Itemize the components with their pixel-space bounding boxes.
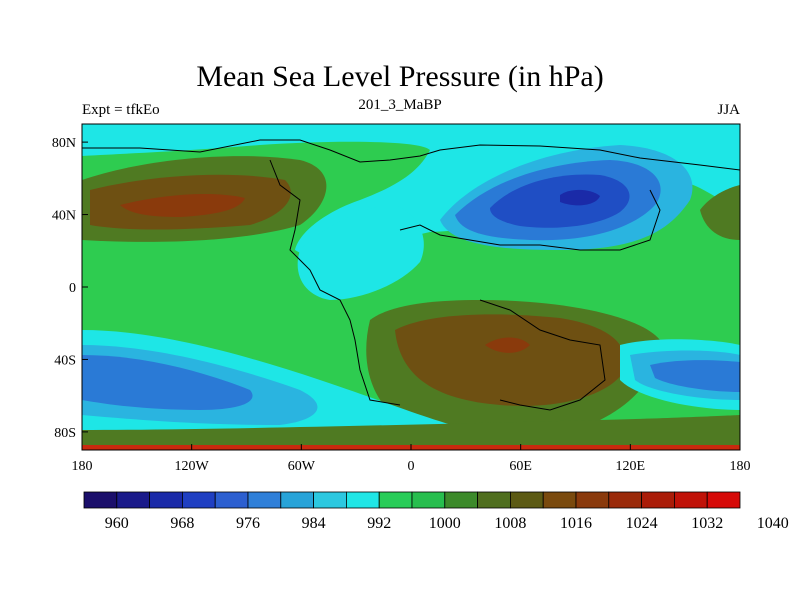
colorbar-swatch: [542, 491, 577, 509]
olive-strip-antarctic: [82, 415, 740, 450]
y-tick-label: 40S: [54, 353, 76, 368]
colorbar-swatch: [477, 491, 511, 509]
mid-blue-low-south: [82, 355, 253, 410]
x-tick-label: 60W: [288, 459, 316, 474]
x-tick-label: 180: [730, 459, 751, 474]
x-axis: 180 120W 60W 0 60E 120E 180: [72, 444, 751, 474]
x-tick-label: 0: [408, 459, 415, 474]
pressure-field: [82, 124, 740, 450]
colorbar-swatch: [674, 491, 708, 509]
dark-blue-low-asia: [490, 174, 630, 228]
y-tick-label: 0: [69, 281, 76, 296]
colorbar-swatch: [641, 491, 675, 509]
colorbar-swatch: [247, 491, 282, 509]
colorbar-swatch: [116, 491, 151, 509]
map-title: Mean Sea Level Pressure (in hPa): [196, 60, 604, 93]
dark-brown-core-pacific: [120, 194, 245, 217]
colorbar-swatch: [214, 491, 249, 509]
colorbar-swatch: [378, 491, 413, 509]
colorbar-label: 1016: [560, 515, 592, 532]
colorbar-swatch: [280, 491, 314, 509]
x-tick-label: 120W: [175, 459, 210, 474]
subtitle-label: 201_3_MaBP: [358, 97, 442, 113]
brown-high-south: [395, 314, 626, 406]
colorbar-label: 1024: [626, 515, 658, 532]
y-axis: 80N 40N 0 40S 80S: [52, 136, 88, 441]
colorbar-label: 992: [367, 515, 391, 532]
mid-blue-low-southeast: [650, 360, 740, 392]
coastline-americas: [269, 159, 401, 406]
colorbar-label: 1032: [691, 515, 723, 532]
navy-core-asia: [560, 189, 600, 206]
coastline-eurasia: [399, 189, 661, 251]
colorbar-label: 1000: [429, 515, 461, 532]
colorbar-swatch: [509, 491, 544, 509]
colorbar-swatch: [181, 491, 216, 509]
coastline-arctic: [82, 139, 740, 171]
experiment-label: Expt = tfkEo: [82, 102, 160, 118]
y-tick-label: 40N: [52, 209, 76, 224]
colorbar-label: 960: [105, 515, 129, 532]
season-label: JJA: [717, 102, 740, 118]
colorbar-swatch: [345, 491, 380, 509]
colorbar-label: 1040: [757, 515, 789, 532]
colorbar-swatch: [706, 491, 741, 509]
colorbar-swatch: [608, 491, 642, 509]
colorbar-swatch: [444, 491, 478, 509]
cyan-atlantic: [297, 205, 424, 300]
colorbar-swatch: [575, 491, 610, 509]
y-tick-label: 80S: [54, 426, 76, 441]
olive-high-northeast: [700, 185, 740, 240]
colorbar-swatch: [411, 491, 446, 509]
colorbar-swatch: [149, 491, 183, 509]
dark-brown-core-south: [485, 337, 530, 353]
x-tick-label: 180: [72, 459, 93, 474]
x-tick-label: 60E: [509, 459, 532, 474]
colorbar-label: 1008: [494, 515, 526, 532]
y-tick-label: 80N: [52, 136, 76, 151]
colorbar-swatch: [83, 491, 118, 509]
x-tick-label: 120E: [616, 459, 646, 474]
coastlines: [82, 139, 740, 411]
colorbar-label: 968: [170, 515, 194, 532]
colorbar-label: 976: [236, 515, 260, 532]
colorbar-label: 984: [302, 515, 326, 532]
colorbar-swatch: [313, 491, 347, 509]
coastline-africa: [479, 299, 606, 411]
colorbar: 960 968 976 984 992 1000 1008 1016 1024 1032 1040: [83, 491, 789, 532]
